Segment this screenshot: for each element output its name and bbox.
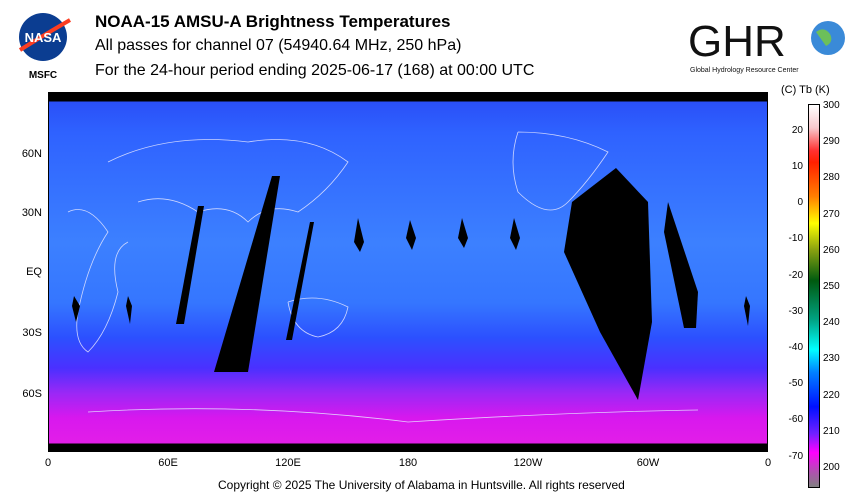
svg-text:GHR: GHR: [688, 17, 786, 66]
kelvin-tick-label: 220: [823, 389, 840, 401]
lon-label: 0: [764, 457, 772, 469]
lat-label: 30S: [22, 327, 42, 339]
lat-label: 60N: [21, 148, 42, 160]
celsius-tick-label: 20: [791, 124, 803, 136]
period-subtitle: For the 24-hour period ending 2025-06-17…: [95, 62, 535, 79]
celsius-tick-label: 0: [797, 197, 803, 209]
lon-label: 60W: [636, 457, 660, 469]
kelvin-tick-label: 280: [823, 172, 840, 184]
kelvin-tick-label: 260: [823, 244, 840, 256]
lon-label: 120E: [275, 457, 301, 469]
kelvin-tick-label: 290: [823, 136, 840, 148]
lon-label: 120W: [513, 457, 543, 469]
celsius-tick-label: -20: [788, 269, 803, 281]
lat-label: EQ: [26, 266, 42, 278]
kelvin-tick-label: 250: [823, 281, 840, 292]
copyright-footer: Copyright © 2025 The University of Alaba…: [218, 478, 625, 492]
nasa-logo: NASA MSFC: [18, 13, 71, 80]
brightness-temperature-map: [48, 92, 768, 452]
svg-text:NASA: NASA: [25, 30, 62, 45]
celsius-tick-label: -50: [788, 378, 803, 390]
lat-label: 60S: [22, 388, 42, 400]
channel-subtitle: All passes for channel 07 (54940.64 MHz,…: [95, 37, 462, 54]
celsius-tick-label: -10: [788, 233, 803, 245]
lat-label: 30N: [21, 207, 42, 219]
page-title: NOAA-15 AMSU-A Brightness Temperatures: [95, 12, 451, 31]
lon-label: 0: [44, 457, 52, 469]
svg-text:MSFC: MSFC: [29, 70, 57, 80]
celsius-tick-label: 10: [791, 160, 803, 172]
kelvin-tick-label: 210: [823, 425, 840, 437]
kelvin-tick-label: 200: [823, 462, 840, 473]
kelvin-tick-label: 240: [823, 317, 840, 329]
lon-label: 60E: [158, 457, 178, 469]
kelvin-tick-label: 300: [823, 100, 840, 111]
missing-data-swaths: [72, 168, 750, 400]
lon-label: 180: [398, 457, 418, 469]
kelvin-tick-label: 270: [823, 208, 840, 220]
celsius-tick-label: -70: [788, 450, 803, 462]
celsius-tick-label: -40: [788, 341, 803, 353]
celsius-tick-label: -60: [788, 414, 803, 426]
kelvin-tick-label: 230: [823, 353, 840, 365]
colorbar-header: (C) Tb (K): [781, 84, 830, 96]
svg-text:Global Hydrology Resource Cent: Global Hydrology Resource Center: [690, 67, 799, 74]
celsius-tick-label: -30: [788, 305, 803, 317]
colorbar: [808, 104, 820, 488]
ghrc-logo: GHR Global Hydrology Resource Center: [688, 17, 845, 74]
